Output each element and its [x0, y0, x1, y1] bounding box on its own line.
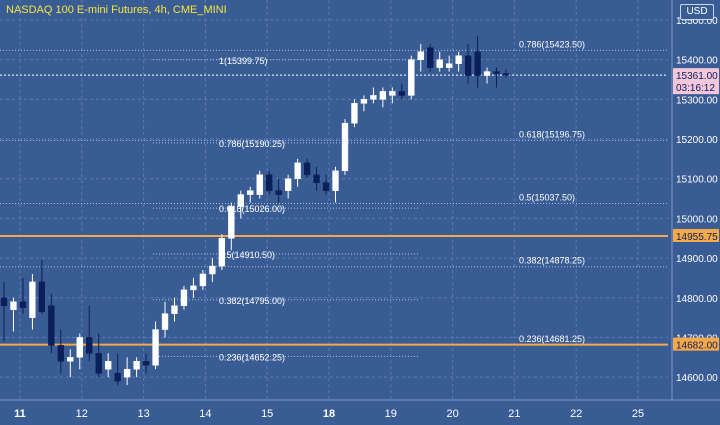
y-tick-label: 14600.00 — [676, 373, 718, 384]
x-tick-label: 12 — [76, 408, 88, 420]
candle-body-down — [275, 190, 282, 195]
lower-level-tag-text: 14682.00 — [676, 341, 718, 352]
fib-level-label: 0.786(15190.25) — [219, 139, 285, 149]
x-tick-label: 22 — [570, 408, 582, 420]
candle-body-down — [114, 372, 121, 382]
candle-body-up — [360, 99, 368, 104]
candle-body-up — [67, 357, 74, 362]
candle-body-up — [237, 194, 244, 207]
fib-level-label: 1(15399.75) — [219, 56, 268, 66]
candle-body-up — [341, 122, 349, 172]
candle-body-up — [483, 71, 491, 76]
y-tick-label: 14800.00 — [676, 294, 718, 305]
candle-body-up — [10, 301, 17, 310]
y-tick-label: 15300.00 — [676, 95, 718, 106]
x-tick-label: 13 — [137, 408, 149, 420]
candle-body-up — [294, 162, 301, 179]
candle-body-up — [379, 91, 387, 100]
candle-body-up — [123, 368, 131, 378]
candle-body-down — [48, 305, 55, 346]
x-tick-label: 19 — [385, 408, 397, 420]
candle-body-down — [95, 353, 102, 374]
candle-body-down — [313, 174, 320, 183]
lower-level-tag-bg — [673, 337, 719, 351]
candle-body-down — [266, 174, 273, 191]
y-tick-label: 15100.00 — [676, 175, 718, 186]
candle-body-down — [322, 182, 330, 191]
candle-body-up — [247, 190, 254, 195]
candle-body-up — [445, 63, 453, 68]
candle-body-up — [417, 51, 424, 60]
candle-body-down — [142, 361, 150, 366]
y-tick-label: 14900.00 — [676, 254, 718, 265]
candle-body-up — [256, 174, 263, 195]
x-tick-label: 14 — [199, 408, 211, 420]
candle-body-up — [351, 103, 358, 124]
candle-body-up — [436, 59, 443, 68]
candle-body-down — [474, 51, 481, 76]
candle-body-up — [228, 206, 235, 239]
candle-body-down — [398, 91, 405, 96]
candle-body-up — [199, 273, 207, 287]
fib-level-label: 0.786(15423.50) — [519, 39, 585, 49]
last-price-tag-text: 15361.00 — [676, 71, 718, 82]
fib-level-label: 0.5(14910.50) — [219, 250, 275, 260]
candle-body-down — [303, 162, 311, 176]
candle-body-up — [455, 55, 462, 64]
candle-body-up — [180, 289, 188, 306]
candle-body-up — [332, 170, 339, 191]
candle-body-up — [29, 281, 36, 318]
candle-body-down — [493, 71, 500, 74]
candle-body-up — [218, 238, 226, 267]
candle-body-up — [105, 361, 112, 370]
fib-level-label: 0.382(14795.00) — [219, 296, 285, 306]
candle-body-up — [190, 285, 197, 291]
x-tick-label: 25 — [632, 408, 644, 420]
candle-body-down — [427, 47, 434, 68]
candle-body-down — [0, 297, 8, 306]
x-tick-label: 18 — [323, 408, 335, 420]
candle-body-down — [502, 73, 510, 76]
candle-body-up — [389, 91, 396, 96]
candle-body-up — [408, 59, 415, 96]
candle-body-up — [209, 265, 216, 275]
candle-body-down — [19, 301, 27, 308]
candle-body-down — [57, 345, 65, 362]
candle-body-down — [86, 337, 93, 354]
candle-body-up — [284, 178, 292, 191]
last-price-tag-bg — [673, 68, 719, 95]
fib-level-label: 0.5(15037.50) — [519, 193, 575, 203]
currency-button[interactable]: USD — [680, 4, 714, 20]
x-tick-label: 20 — [446, 408, 458, 420]
upper-level-tag-bg — [673, 228, 719, 242]
candle-body-up — [171, 305, 178, 314]
candle-body-up — [370, 95, 377, 100]
candle-body-up — [152, 329, 159, 366]
candle-body-up — [76, 337, 83, 358]
fib-level-label: 0.618(15196.75) — [519, 129, 585, 139]
candle-body-up — [161, 313, 169, 330]
last-price-tag-text: 03:16:12 — [676, 83, 715, 94]
chart-title: NASDAQ 100 E-mini Futures, 4h, CME_MINI — [6, 4, 227, 16]
x-tick-label: 21 — [508, 408, 520, 420]
y-tick-label: 15500.00 — [676, 16, 718, 27]
x-tick-label: 15 — [261, 408, 273, 420]
fib-level-label: 0.236(14652.25) — [219, 352, 285, 362]
y-tick-label: 15200.00 — [676, 135, 718, 146]
x-tick-label: 11 — [14, 408, 26, 420]
fib-level-label: 0.236(14681.25) — [519, 334, 585, 344]
y-tick-label: 15000.00 — [676, 214, 718, 225]
fib-level-label: 0.618(15026.00) — [219, 204, 285, 214]
y-tick-label: 15400.00 — [676, 56, 718, 67]
fib-level-label: 0.382(14878.25) — [519, 256, 585, 266]
candle-body-up — [133, 361, 140, 370]
upper-level-tag-text: 14955.75 — [676, 232, 718, 243]
candle-body-down — [464, 55, 472, 76]
candle-body-down — [38, 281, 46, 312]
